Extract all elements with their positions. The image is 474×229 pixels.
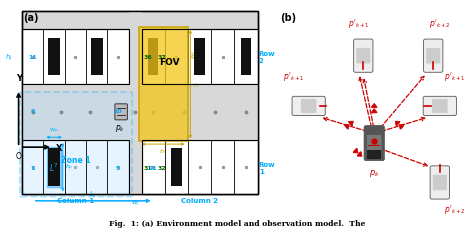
Text: $L^7$: $L^7$ <box>49 161 59 174</box>
FancyBboxPatch shape <box>424 40 443 73</box>
Text: O: O <box>16 151 21 160</box>
Text: 21: 21 <box>149 165 157 170</box>
Text: Row
1: Row 1 <box>259 161 275 174</box>
Bar <box>22 30 128 84</box>
Text: $w_f$: $w_f$ <box>191 49 198 58</box>
Bar <box>368 145 381 147</box>
FancyBboxPatch shape <box>356 49 370 64</box>
FancyBboxPatch shape <box>115 104 128 120</box>
FancyBboxPatch shape <box>430 166 449 199</box>
FancyBboxPatch shape <box>364 126 384 161</box>
Text: 5: 5 <box>116 165 120 170</box>
Bar <box>241 38 251 76</box>
Text: $h_p$: $h_p$ <box>65 162 73 172</box>
Text: Row
2: Row 2 <box>259 51 275 64</box>
Text: 10: 10 <box>114 109 122 114</box>
Bar <box>194 38 205 76</box>
FancyBboxPatch shape <box>433 175 447 190</box>
Text: 32: 32 <box>157 165 166 170</box>
Text: Zone 1: Zone 1 <box>61 155 91 164</box>
Text: $p'_{k+1}$: $p'_{k+1}$ <box>348 17 370 30</box>
Text: $w_l$: $w_l$ <box>131 198 140 207</box>
FancyArrow shape <box>348 122 353 126</box>
Text: (a): (a) <box>23 13 39 23</box>
FancyArrow shape <box>395 122 400 126</box>
Text: 1: 1 <box>31 165 35 170</box>
FancyArrow shape <box>371 109 377 113</box>
Bar <box>142 30 257 84</box>
Bar <box>22 140 128 194</box>
Bar <box>367 150 382 159</box>
Text: $h_l$: $h_l$ <box>5 52 13 62</box>
Bar <box>128 11 142 194</box>
Text: Fig.  1: (a) Environment model and observation model.  The: Fig. 1: (a) Environment model and observ… <box>109 219 365 227</box>
Text: Column 2: Column 2 <box>181 197 218 203</box>
Text: $p'_{k+1}$: $p'_{k+1}$ <box>444 70 466 82</box>
FancyBboxPatch shape <box>432 100 447 113</box>
FancyArrow shape <box>399 125 404 130</box>
Text: 11: 11 <box>28 55 37 60</box>
FancyBboxPatch shape <box>301 100 317 113</box>
Text: FOV: FOV <box>159 57 179 67</box>
Text: 37: 37 <box>157 55 166 60</box>
Text: $p'_{k+2}$: $p'_{k+2}$ <box>429 17 451 30</box>
Text: $p_k$: $p_k$ <box>115 123 125 134</box>
Bar <box>142 140 257 194</box>
Text: 36: 36 <box>144 55 153 60</box>
Bar <box>22 30 128 84</box>
Text: $L_c$: $L_c$ <box>89 189 97 199</box>
Text: $w_p$: $w_p$ <box>49 127 59 136</box>
Text: X: X <box>55 143 62 152</box>
Bar <box>142 140 257 194</box>
Bar <box>148 38 158 76</box>
Text: Column 1: Column 1 <box>57 197 94 203</box>
Text: $p_k$: $p_k$ <box>369 167 380 178</box>
FancyArrow shape <box>371 104 377 108</box>
FancyBboxPatch shape <box>354 40 373 73</box>
Bar <box>22 84 257 140</box>
Bar <box>171 149 182 186</box>
Bar <box>47 147 61 188</box>
Bar <box>48 38 60 76</box>
FancyBboxPatch shape <box>426 49 440 64</box>
Text: 6: 6 <box>31 109 35 114</box>
FancyArrow shape <box>357 152 362 157</box>
FancyArrow shape <box>344 125 349 130</box>
Text: $h_f$: $h_f$ <box>193 80 201 89</box>
FancyBboxPatch shape <box>367 135 382 152</box>
Bar <box>91 38 102 76</box>
Bar <box>139 28 188 142</box>
Text: $p'_{k+1}$: $p'_{k+1}$ <box>283 70 304 82</box>
FancyArrow shape <box>353 148 358 153</box>
Bar <box>142 30 257 84</box>
FancyBboxPatch shape <box>292 97 325 116</box>
Bar <box>22 140 128 194</box>
Text: (b): (b) <box>280 13 296 23</box>
FancyBboxPatch shape <box>20 93 132 197</box>
FancyBboxPatch shape <box>423 97 456 116</box>
Text: 31: 31 <box>144 165 153 170</box>
Text: Y: Y <box>16 74 22 83</box>
Text: $h_f$: $h_f$ <box>159 147 167 156</box>
Text: $p'_{k+2}$: $p'_{k+2}$ <box>444 202 466 215</box>
Bar <box>48 149 60 186</box>
